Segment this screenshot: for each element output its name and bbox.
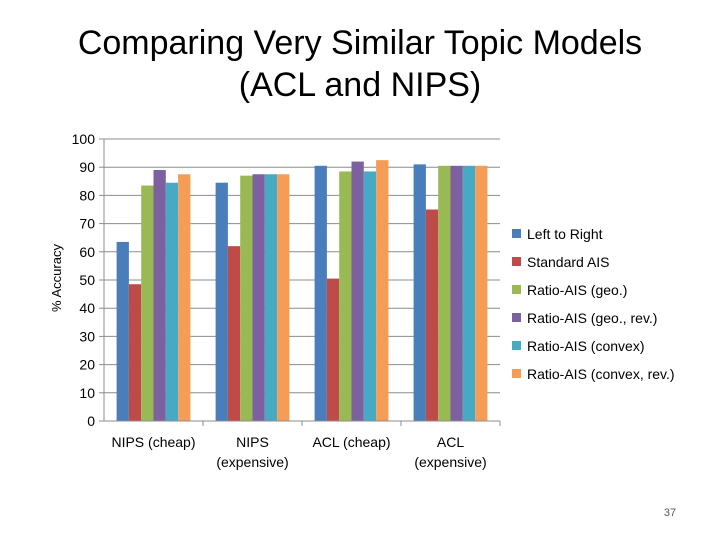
y-tick-label: 60 xyxy=(79,244,95,260)
y-tick-label: 40 xyxy=(79,300,95,316)
bar xyxy=(277,174,290,421)
bar xyxy=(141,185,154,421)
bar xyxy=(462,165,476,421)
slide-title: Comparing Very Similar Topic Models (ACL… xyxy=(77,24,643,104)
bar xyxy=(413,164,426,421)
legend-label: Ratio-AIS (convex, rev.) xyxy=(527,366,675,382)
legend-label: Ratio-AIS (geo., rev.) xyxy=(527,310,657,326)
legend-label: Left to Right xyxy=(527,226,603,242)
x-tick-label-line: NIPS xyxy=(236,434,269,450)
legend-label: Ratio-AIS (geo.) xyxy=(527,282,627,298)
y-tick-label: 10 xyxy=(79,385,95,401)
bar xyxy=(438,165,451,421)
x-tick-labels: NIPS (cheap) NIPS (expensive) ACL (cheap) AC… xyxy=(111,434,486,470)
bar xyxy=(153,170,166,421)
bar xyxy=(425,209,439,421)
legend-swatch xyxy=(512,257,521,266)
x-tick-label-line: (expensive) xyxy=(216,454,288,470)
bar xyxy=(227,246,241,421)
legend-swatch xyxy=(512,229,521,238)
bar xyxy=(351,161,364,421)
x-tick-label: ACL (expensive) xyxy=(414,434,486,470)
bar xyxy=(116,241,129,421)
y-axis-label: % Accuracy xyxy=(49,244,64,312)
bar xyxy=(450,165,463,421)
legend-swatch xyxy=(512,341,521,350)
bar xyxy=(339,171,352,421)
legend-swatch xyxy=(512,313,521,322)
y-tick-label: 0 xyxy=(87,413,95,429)
legend-swatch xyxy=(512,369,521,378)
y-tick-label: 30 xyxy=(79,328,95,344)
x-tick-label-line: NIPS (cheap) xyxy=(111,434,195,450)
legend-label: Ratio-AIS (convex) xyxy=(527,338,644,354)
y-tick-label: 70 xyxy=(79,216,95,232)
bar xyxy=(215,182,228,421)
legend-label: Standard AIS xyxy=(527,254,610,270)
bar xyxy=(128,284,142,421)
bar xyxy=(178,174,191,421)
x-tick-label: NIPS (cheap) xyxy=(111,434,195,450)
y-tick-label: 100 xyxy=(72,131,96,147)
x-tick-label-line: ACL xyxy=(437,434,464,450)
y-tick-labels: 0 10 20 30 40 50 60 70 80 90 100 xyxy=(72,131,96,429)
y-tick-label: 90 xyxy=(79,159,95,175)
bar xyxy=(240,175,253,421)
x-tick-label-line: (expensive) xyxy=(414,454,486,470)
page-number: 37 xyxy=(663,507,677,519)
bar xyxy=(264,174,278,421)
legend-swatch xyxy=(512,285,521,294)
legend: Left to Right Standard AIS Ratio-AIS (geo.… xyxy=(512,226,675,382)
bar xyxy=(475,165,488,421)
bar xyxy=(363,171,377,421)
bar xyxy=(165,182,179,421)
y-tick-label: 20 xyxy=(79,357,95,373)
axes xyxy=(99,138,501,426)
y-tick-label: 80 xyxy=(79,187,95,203)
bars xyxy=(116,160,488,421)
y-tick-label: 50 xyxy=(79,272,95,288)
bar xyxy=(314,165,327,421)
x-tick-label-line: ACL (cheap) xyxy=(312,434,390,450)
bar xyxy=(326,278,340,421)
bar xyxy=(252,174,265,421)
bar xyxy=(376,160,389,421)
x-tick-label: NIPS (expensive) xyxy=(216,434,288,470)
x-tick-label: ACL (cheap) xyxy=(312,434,390,450)
